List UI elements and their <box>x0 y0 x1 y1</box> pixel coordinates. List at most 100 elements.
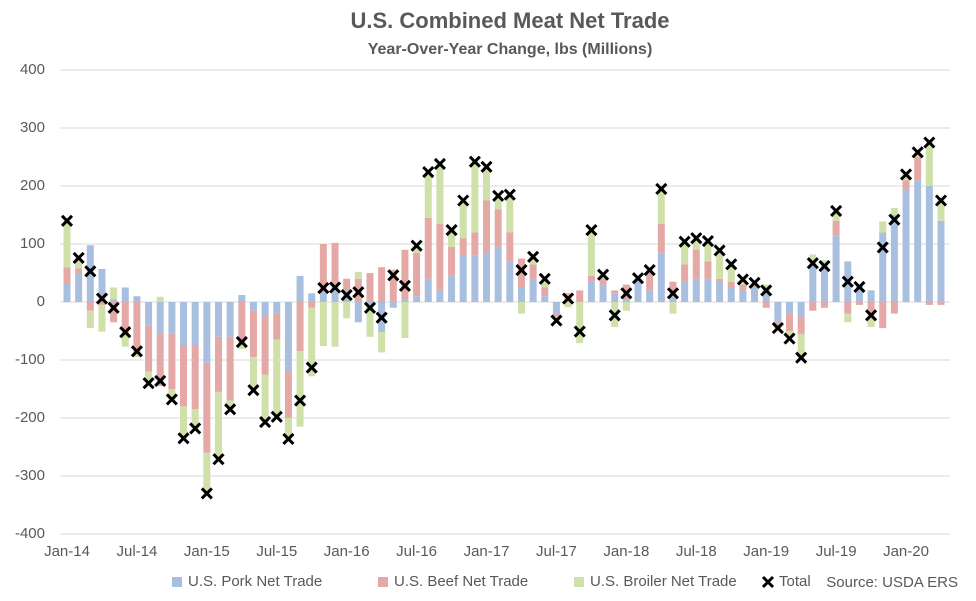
bar-segment <box>925 186 933 302</box>
total-marker <box>130 345 143 358</box>
bar-segment <box>308 293 316 302</box>
total-marker <box>375 311 388 324</box>
bar-segment <box>564 293 572 300</box>
total-marker <box>538 272 551 285</box>
bar-segment <box>424 217 432 279</box>
y-tick-label: -100 <box>15 351 45 368</box>
total-marker <box>795 351 808 364</box>
bar-segment <box>296 351 304 427</box>
bar-segment <box>249 357 257 391</box>
x-tick-label: Jan-20 <box>883 543 929 560</box>
bar-segment <box>273 339 281 417</box>
bar-segment <box>75 257 83 269</box>
total-marker <box>503 188 516 201</box>
bar-segment <box>145 371 153 384</box>
x-tick-label: Jul-18 <box>676 543 717 560</box>
bar-segment <box>739 290 747 302</box>
bar-segment <box>820 266 828 302</box>
bar-segment <box>855 284 863 302</box>
bar-segment <box>401 249 409 300</box>
bar-segment <box>879 232 887 302</box>
bar-segment <box>727 287 735 302</box>
bar-segment <box>145 302 153 326</box>
bar-segment <box>156 333 164 387</box>
bar-segment <box>541 278 549 288</box>
bar-segment <box>692 249 700 279</box>
total-marker <box>154 374 167 387</box>
total-marker <box>340 288 353 302</box>
bar-segment <box>110 302 118 323</box>
x-tick-label: Jan-16 <box>324 543 370 560</box>
bar-segment <box>599 284 607 302</box>
bar-segment <box>424 278 432 302</box>
bar-segment <box>483 166 491 201</box>
total-marker <box>748 276 761 289</box>
bar-segment <box>809 302 817 311</box>
bar-segment <box>296 275 304 302</box>
bar-segment <box>890 215 898 302</box>
bar-segment <box>226 400 234 410</box>
bar-segment <box>63 267 71 284</box>
bar-segment <box>832 210 840 221</box>
bar-segment <box>879 302 887 329</box>
total-marker <box>107 301 120 314</box>
total-marker <box>282 432 295 445</box>
bar-segment <box>284 371 292 418</box>
total-marker <box>60 214 74 227</box>
total-marker <box>713 244 726 257</box>
total-marker <box>433 157 446 171</box>
bar-segment <box>646 273 654 291</box>
bar-segment <box>459 200 467 239</box>
legend-label: U.S. Pork Net Trade <box>188 573 322 590</box>
bar-segment <box>308 302 316 308</box>
bar-segment <box>121 302 129 334</box>
bar-segment <box>261 374 269 423</box>
total-marker <box>247 384 260 397</box>
total-marker <box>119 326 132 339</box>
total-marker <box>468 155 481 168</box>
total-marker <box>853 280 866 293</box>
legend-label: U.S. Broiler Net Trade <box>590 573 737 590</box>
bar-segment <box>226 302 234 337</box>
x-tick-label: Jan-18 <box>603 543 649 560</box>
chart-subtitle: Year-Over-Year Change, lbs (Millions) <box>368 41 653 58</box>
bar-segment <box>716 278 724 282</box>
bar-segment <box>261 316 269 375</box>
bar-segment <box>203 362 211 453</box>
bar-segment <box>797 302 805 317</box>
total-marker <box>562 292 575 305</box>
bar-segment <box>168 302 176 334</box>
bar-segment <box>727 281 735 288</box>
y-tick-label: -400 <box>15 525 45 542</box>
legend-swatch <box>378 577 388 587</box>
bar-segment <box>797 316 805 334</box>
bar-segment <box>249 302 257 311</box>
total-marker <box>492 189 505 202</box>
total-marker <box>783 332 796 345</box>
total-marker <box>480 160 493 173</box>
bar-segment <box>914 157 922 181</box>
bar-segment <box>238 302 246 343</box>
bar-segment <box>494 195 502 210</box>
bar-segment <box>401 299 409 302</box>
bar-segment <box>506 194 514 233</box>
bar-segment <box>681 281 689 302</box>
bar-segment <box>308 307 316 377</box>
total-marker <box>736 273 749 286</box>
legend-swatch <box>574 577 584 587</box>
bar-segment <box>832 220 840 236</box>
bar-segment <box>809 264 817 302</box>
bar-segment <box>692 278 700 302</box>
total-marker <box>876 241 889 254</box>
bar-segment <box>401 302 409 338</box>
bar-segment <box>284 418 292 439</box>
bar-segment <box>214 336 222 392</box>
bar-segment <box>855 284 863 285</box>
bar-segment <box>937 302 945 305</box>
bar-segment <box>517 287 525 302</box>
x-tick-label: Jan-19 <box>743 543 789 560</box>
bar-segment <box>86 302 94 311</box>
bar-segment <box>657 188 665 224</box>
bar-segment <box>343 302 351 319</box>
bar-segment <box>844 302 852 314</box>
